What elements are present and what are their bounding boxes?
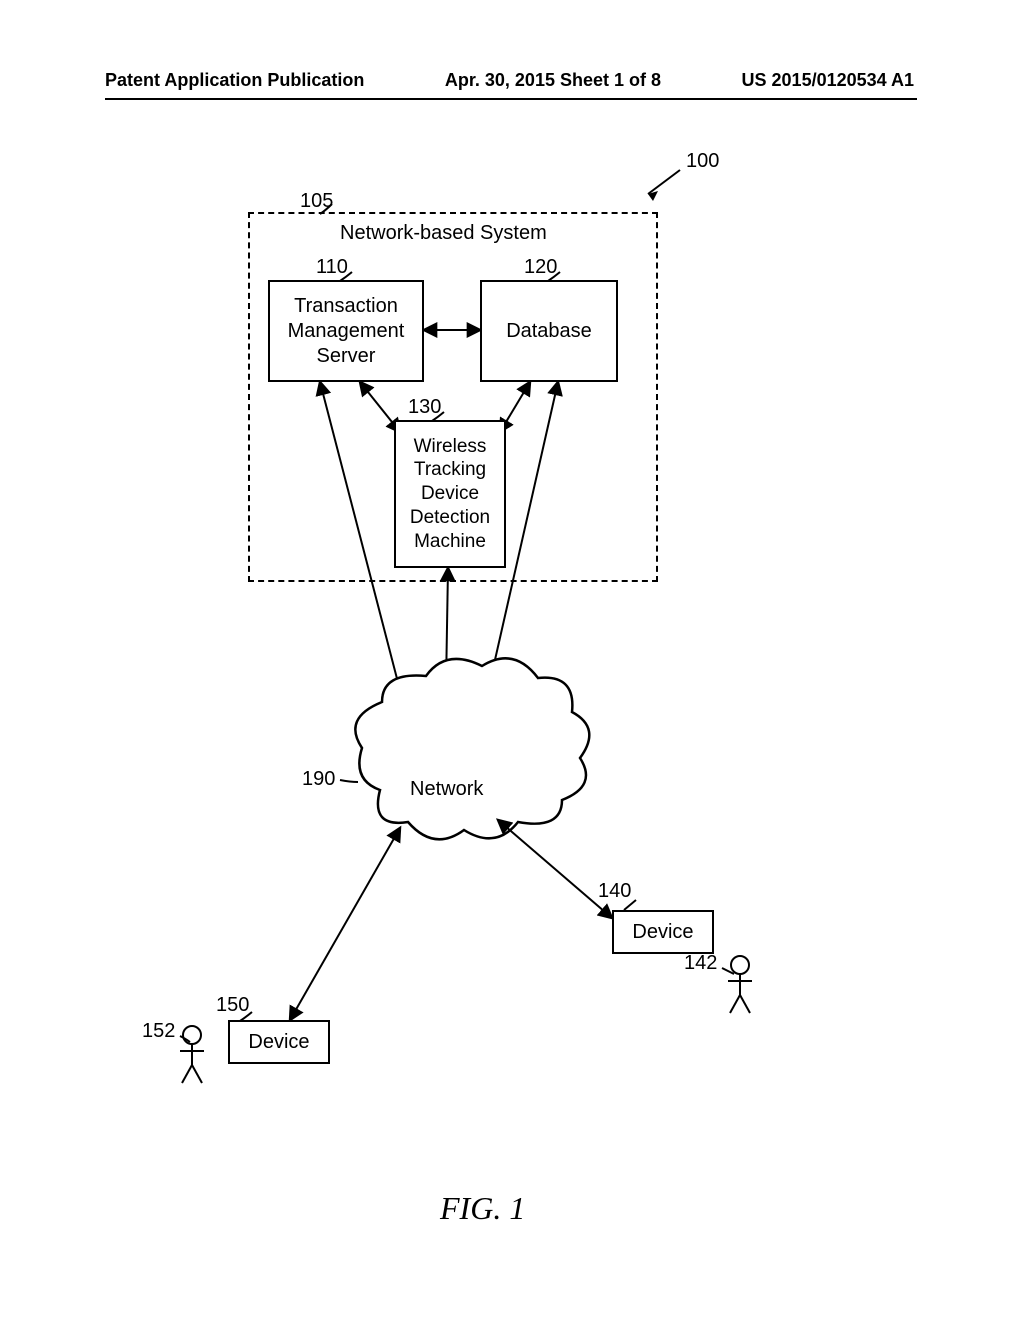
system-title: Network-based System xyxy=(340,222,547,245)
ref-142: 142 xyxy=(684,952,717,975)
tms-line3: Server xyxy=(317,344,376,369)
person-142-icon xyxy=(728,956,752,1013)
wtdd-line1: Wireless xyxy=(414,435,487,459)
figure-caption: FIG. 1 xyxy=(440,1190,525,1227)
database-label: Database xyxy=(506,319,592,344)
wtdd-line2: Tracking xyxy=(414,458,486,482)
ref-130: 130 xyxy=(408,396,441,419)
tms-line1: Transaction xyxy=(294,294,398,319)
wtdd-line4: Detection xyxy=(410,506,490,530)
edge-network-dev140 xyxy=(498,820,612,918)
ref-100: 100 xyxy=(686,150,719,173)
network-cloud xyxy=(355,658,589,839)
ref-105: 105 xyxy=(300,190,333,213)
ref-190-leader xyxy=(340,780,358,782)
device-140-box: Device xyxy=(612,910,714,954)
wtdd-line5: Machine xyxy=(414,530,486,554)
diagram-canvas xyxy=(0,0,1024,1320)
ref-152: 152 xyxy=(142,1020,175,1043)
ref-150: 150 xyxy=(216,994,249,1017)
edge-network-dev150 xyxy=(290,828,400,1020)
ref-100-leader xyxy=(648,170,680,201)
wtdd-box: Wireless Tracking Device Detection Machi… xyxy=(394,420,506,568)
device-150-box: Device xyxy=(228,1020,330,1064)
tms-line2: Management xyxy=(288,319,405,344)
network-label: Network xyxy=(410,778,483,801)
ref-190: 190 xyxy=(302,768,335,791)
wtdd-line3: Device xyxy=(421,482,479,506)
device-150-label: Device xyxy=(248,1030,309,1055)
ref-120: 120 xyxy=(524,256,557,279)
person-152-icon xyxy=(180,1026,204,1083)
tms-box: Transaction Management Server xyxy=(268,280,424,382)
ref-110: 110 xyxy=(316,256,348,279)
database-box: Database xyxy=(480,280,618,382)
device-140-label: Device xyxy=(632,920,693,945)
ref-140: 140 xyxy=(598,880,631,903)
